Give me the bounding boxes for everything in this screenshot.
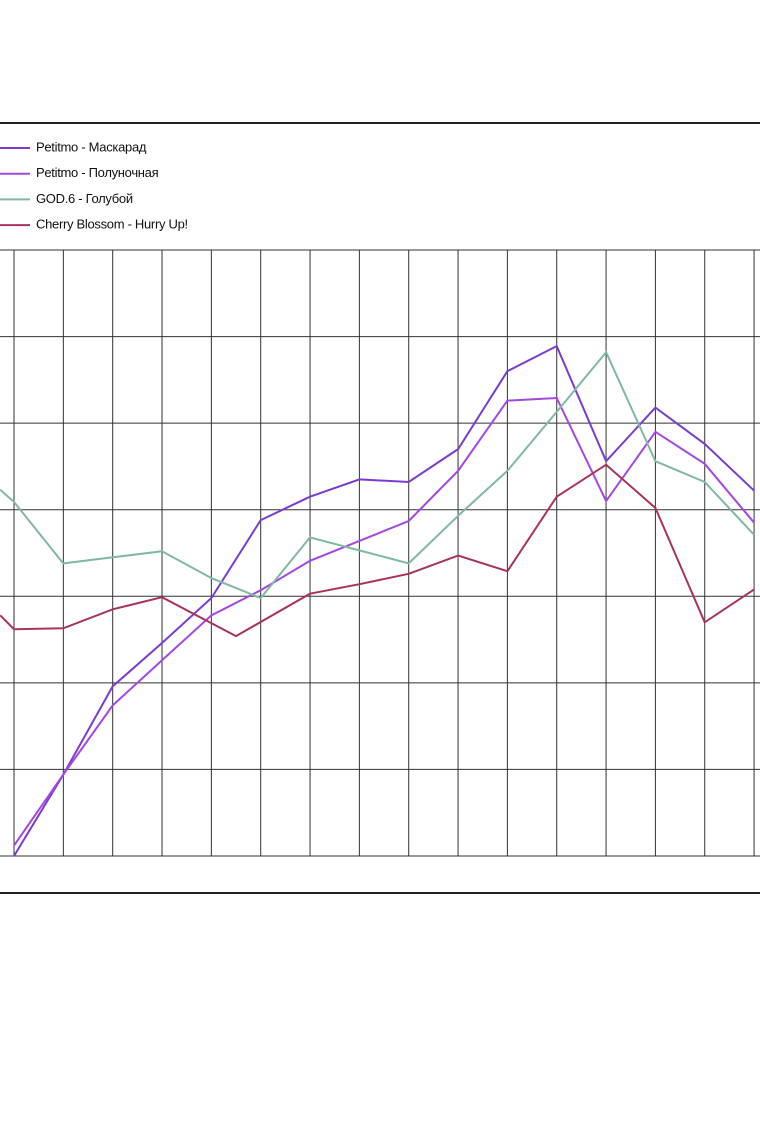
legend-label: Petitmo - Маскарад [36, 139, 147, 154]
line [13, 344, 755, 857]
legend-label: GOD.6 - Голубой [36, 191, 133, 206]
line [0, 463, 755, 638]
legend-label: Cherry Blossom - Hurry Up! [36, 217, 188, 232]
legend-label: Petitmo - Полуночная [36, 165, 159, 180]
line [0, 350, 755, 600]
line [13, 396, 755, 847]
